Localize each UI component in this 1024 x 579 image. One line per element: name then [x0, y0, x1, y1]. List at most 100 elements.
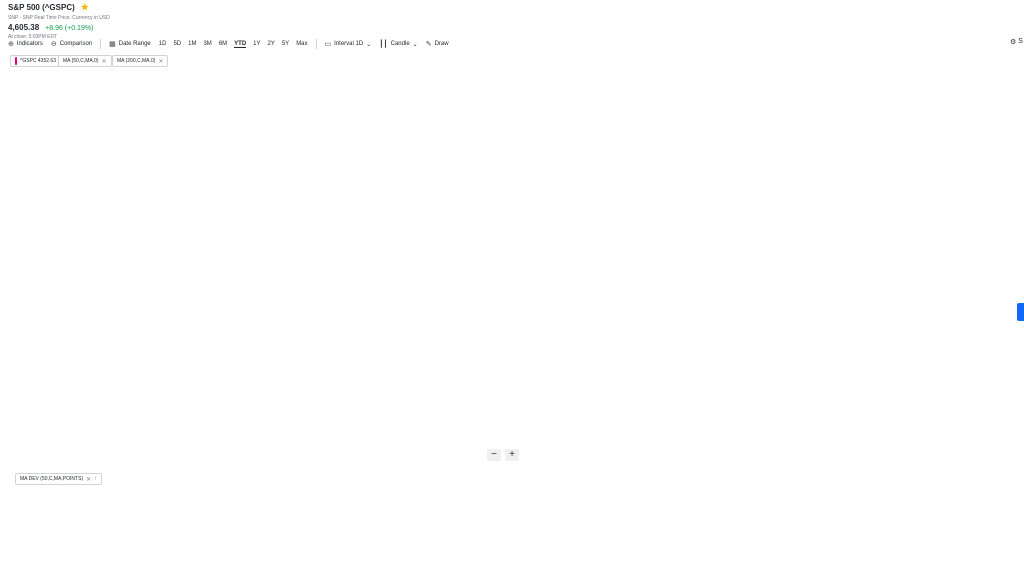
dev-bar	[239, 523, 242, 529]
candle-body	[70, 277, 73, 282]
dev-bar	[764, 509, 768, 529]
main-series-chip[interactable]: ^GSPC 4352.63	[10, 55, 61, 67]
candle-body	[985, 69, 989, 73]
close-note: At close: 5:03PM EDT	[8, 34, 58, 40]
dev-bar	[859, 528, 862, 539]
candle-body	[641, 128, 644, 133]
candle-body	[982, 71, 986, 76]
dev-bar	[816, 528, 819, 534]
dev-bar	[784, 519, 788, 529]
range-button-1y[interactable]: 1Y	[253, 40, 261, 47]
candle-body	[84, 271, 87, 274]
range-button-max[interactable]: Max	[296, 40, 308, 47]
dev-bar	[868, 528, 871, 551]
dev-bar	[446, 508, 449, 529]
dev-bar	[434, 506, 437, 529]
volume-bar	[520, 419, 523, 458]
x-tick-label: Sep	[788, 566, 798, 572]
madev-chip[interactable]: MA DEV (50,C,MA,POINTS) ✕ ↑	[15, 473, 103, 485]
indicators-button[interactable]: ⊕ Indicators	[8, 40, 43, 48]
candle-body	[578, 140, 581, 143]
volume-bar	[641, 416, 644, 458]
dev-bar	[839, 528, 842, 539]
ma200-chip[interactable]: MA (200,C,MA,0) ✕	[112, 55, 169, 67]
volume-bar	[142, 423, 145, 458]
dev-bar	[219, 504, 222, 529]
candle-body	[905, 139, 908, 142]
dev-bar	[733, 513, 736, 529]
volume-bar	[285, 419, 288, 458]
dev-bar	[271, 487, 274, 529]
move-up-icon[interactable]: ↑	[94, 476, 98, 482]
volume-bar	[667, 418, 670, 458]
volume-bar	[96, 427, 99, 458]
dev-bar	[388, 509, 392, 529]
close-icon[interactable]: ✕	[101, 58, 107, 65]
zoom-out-button[interactable]: −	[487, 449, 501, 461]
candle-body	[845, 125, 848, 127]
volume-bar	[64, 425, 67, 458]
settings-button[interactable]: ⚙ S	[1010, 38, 1023, 46]
draw-button[interactable]: ✎ Draw	[426, 40, 449, 48]
interval-button[interactable]: ▭ Interval 1D ⌄	[325, 40, 372, 48]
candle-body	[492, 184, 495, 190]
dev-bar	[790, 523, 793, 529]
volume-bar	[945, 421, 948, 458]
dev-bar	[520, 515, 524, 529]
range-button-5y[interactable]: 5Y	[281, 40, 290, 47]
candle-body	[67, 281, 70, 284]
range-button-ytd[interactable]: YTD	[234, 40, 247, 48]
dev-bar	[629, 511, 633, 529]
dev-bar	[704, 518, 707, 529]
dev-bar	[982, 496, 986, 529]
dev-bar	[911, 528, 914, 549]
volume-bar	[222, 429, 225, 458]
dev-bar	[509, 516, 512, 529]
ma50-label: MA (50,C,MA,0)	[63, 58, 99, 64]
candle-label: Candle	[390, 41, 410, 47]
candle-body	[945, 95, 948, 98]
candle-body	[649, 124, 653, 128]
dev-bar	[428, 506, 432, 529]
comparison-button[interactable]: ⊖ Comparison	[51, 40, 92, 48]
candle-body	[383, 202, 386, 205]
candle-body	[474, 186, 478, 188]
volume-bar	[67, 422, 70, 458]
volume-bar	[828, 418, 831, 458]
date-range-button[interactable]: ▦ Date Range	[109, 40, 151, 48]
dev-bar	[583, 522, 587, 529]
candle-body	[615, 122, 618, 125]
range-button-2y[interactable]: 2Y	[267, 40, 275, 47]
candle-body	[684, 116, 687, 120]
volume-bar	[977, 423, 980, 458]
range-button-6m[interactable]: 6M	[218, 40, 228, 47]
range-button-5d[interactable]: 5D	[173, 40, 182, 47]
dev-bar	[922, 528, 925, 537]
star-icon[interactable]: ★	[80, 2, 89, 12]
candle-body	[348, 183, 351, 187]
close-icon[interactable]: ✕	[86, 476, 92, 483]
dev-bar	[173, 523, 176, 529]
dev-bar	[555, 500, 558, 529]
volume-bar	[609, 417, 612, 458]
volume-bar	[968, 427, 971, 458]
candle-button[interactable]: ┃┃ Candle ⌄	[379, 40, 417, 48]
candle-body	[736, 109, 739, 111]
volume-bar	[721, 418, 724, 458]
ma50-chip[interactable]: MA (50,C,MA,0) ✕	[58, 55, 112, 67]
series-color-marker	[15, 57, 17, 65]
candle-body	[319, 187, 323, 191]
side-panel-tab[interactable]	[1017, 303, 1024, 321]
range-button-3m[interactable]: 3M	[203, 40, 212, 47]
volume-bar	[644, 422, 647, 458]
dev-bar	[687, 514, 690, 529]
candle-body	[262, 225, 265, 231]
volume-bar	[612, 424, 615, 458]
candle-body	[592, 147, 595, 149]
zoom-in-button[interactable]: +	[505, 449, 519, 461]
close-icon[interactable]: ✕	[158, 58, 164, 65]
volume-bar	[575, 420, 578, 458]
range-button-1d[interactable]: 1D	[158, 40, 167, 47]
range-button-1m[interactable]: 1M	[188, 40, 197, 47]
